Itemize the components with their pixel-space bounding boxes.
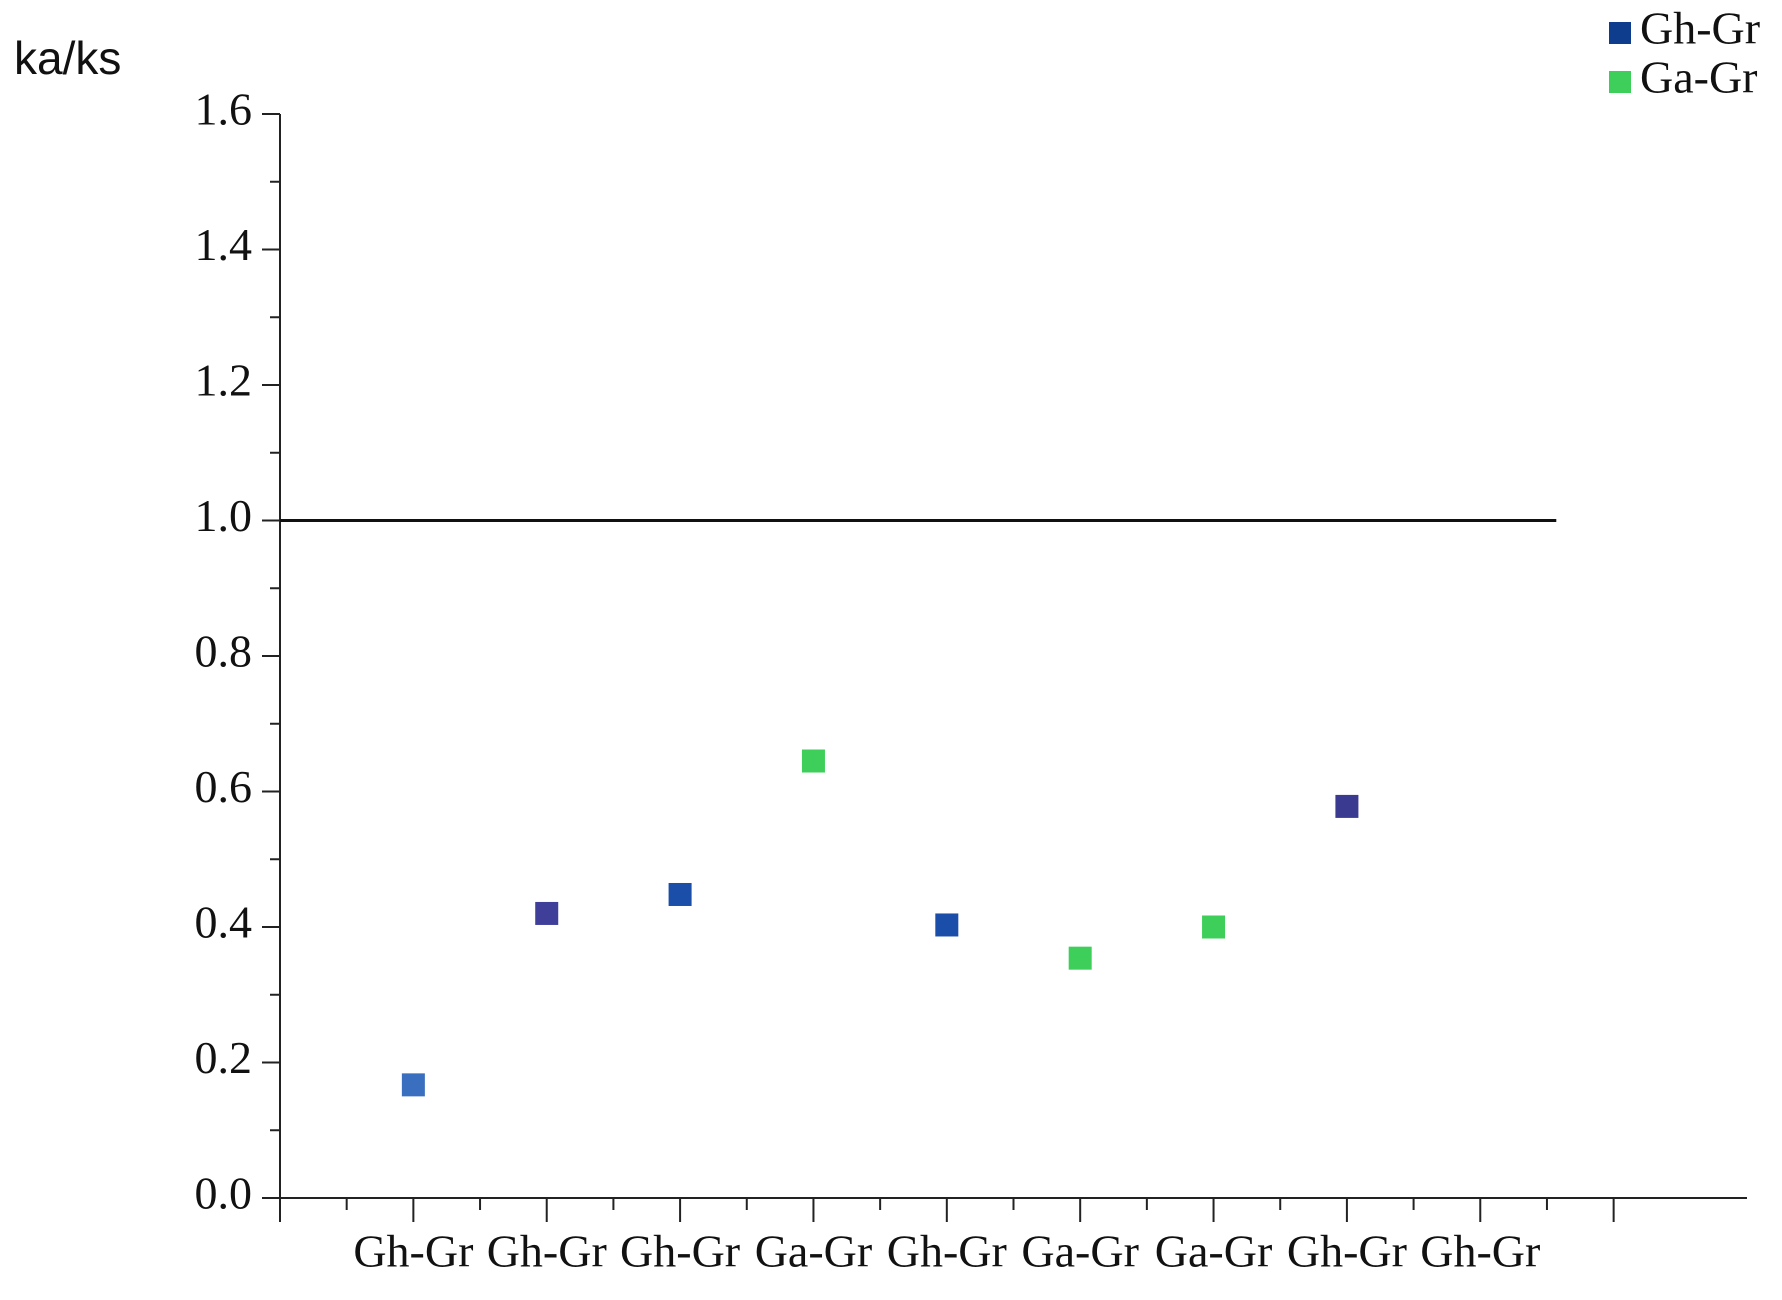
y-tick-label: 1.0	[195, 490, 253, 541]
point	[935, 913, 959, 937]
point	[1335, 794, 1359, 818]
point	[401, 1073, 425, 1097]
y-tick-label: 0.2	[195, 1032, 253, 1083]
x-tick-label: Gh-Gr	[1420, 1226, 1540, 1277]
point	[535, 901, 559, 925]
point	[1202, 915, 1226, 939]
y-tick-label: 0.6	[195, 761, 253, 812]
y-tick-label: 0.4	[195, 897, 253, 948]
y-tick-label: 1.2	[195, 355, 253, 406]
point	[1068, 946, 1092, 970]
legend-marker	[1609, 71, 1631, 93]
x-tick-label: Gh-Gr	[620, 1226, 740, 1277]
x-tick-label: Ga-Gr	[1021, 1226, 1139, 1277]
y-tick-label: 0.0	[195, 1168, 253, 1219]
legend-marker	[1609, 22, 1631, 44]
point	[668, 882, 692, 906]
x-tick-label: Gh-Gr	[487, 1226, 607, 1277]
x-tick-label: Gh-Gr	[887, 1226, 1007, 1277]
y-axis-label: ka/ks	[14, 32, 121, 84]
legend-label: Gh-Gr	[1640, 3, 1760, 54]
x-tick-label: Gh-Gr	[353, 1226, 473, 1277]
x-tick-label: Ga-Gr	[755, 1226, 873, 1277]
y-tick-label: 1.6	[195, 84, 253, 135]
legend-label: Ga-Gr	[1640, 52, 1758, 103]
y-tick-label: 1.4	[195, 219, 253, 270]
y-tick-label: 0.8	[195, 626, 253, 677]
x-tick-label: Gh-Gr	[1287, 1226, 1407, 1277]
point	[801, 749, 825, 773]
x-tick-label: Ga-Gr	[1155, 1226, 1273, 1277]
